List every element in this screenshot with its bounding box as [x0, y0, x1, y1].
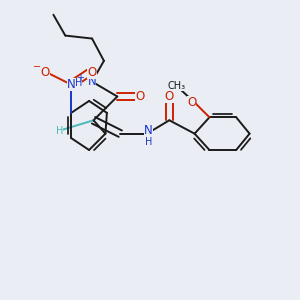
Text: CH₃: CH₃ — [168, 81, 186, 91]
Text: H: H — [145, 137, 152, 147]
Text: O: O — [87, 66, 97, 79]
Text: N: N — [67, 78, 76, 91]
Text: N: N — [88, 75, 96, 88]
Text: O: O — [187, 96, 196, 109]
Text: O: O — [135, 90, 144, 103]
Text: N: N — [144, 124, 153, 136]
Text: O: O — [40, 66, 50, 79]
Text: +: + — [76, 73, 84, 83]
Text: H: H — [56, 126, 63, 136]
Text: H: H — [75, 78, 82, 88]
Text: O: O — [165, 90, 174, 103]
Text: −: − — [33, 62, 41, 72]
